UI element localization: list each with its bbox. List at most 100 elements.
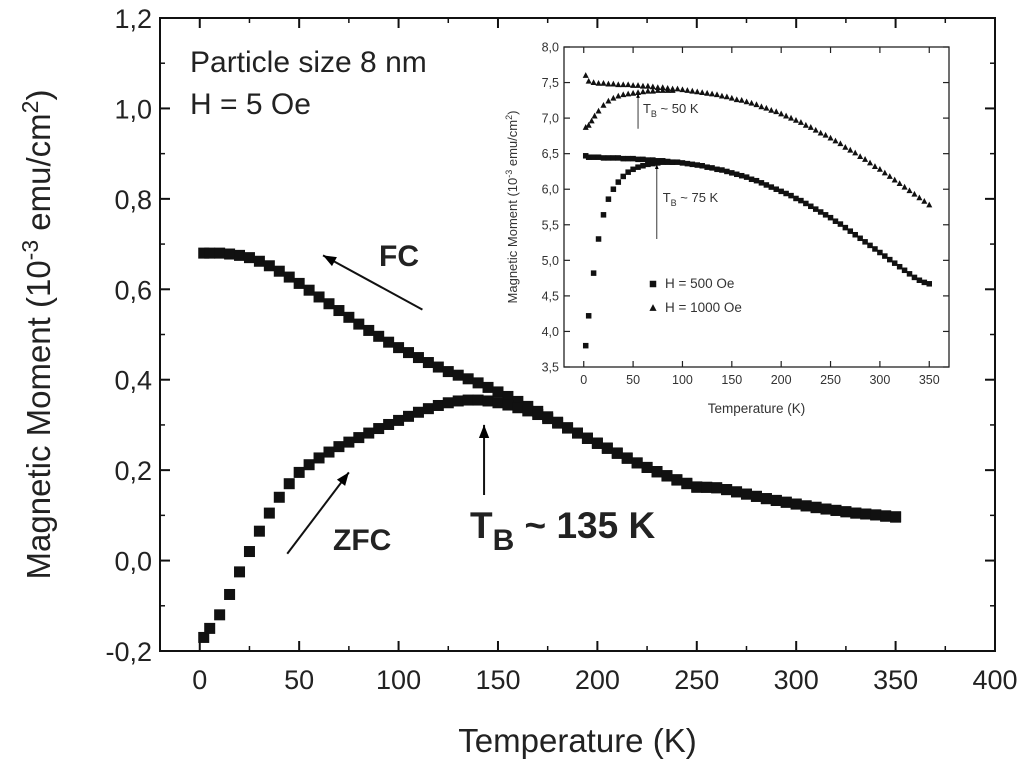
data-point-zfc <box>502 399 514 411</box>
data-point-zfc <box>830 504 842 516</box>
data-point-zfc <box>740 488 752 500</box>
inset-data-point <box>822 212 829 218</box>
data-point-fc <box>253 255 265 267</box>
data-point-zfc <box>562 422 574 434</box>
inset-data-point <box>827 214 834 221</box>
main-y-axis-label-text: Magnetic Moment (10 <box>20 260 57 579</box>
inset-data-point <box>610 155 617 161</box>
inset-data-point <box>654 84 661 91</box>
inset-data-point <box>630 89 637 96</box>
data-point-fc <box>343 311 355 323</box>
inset-data-point <box>916 194 923 201</box>
inset-data-point <box>709 165 715 171</box>
inset-data-point <box>797 119 804 125</box>
data-point-zfc <box>283 478 295 490</box>
data-point-zfc <box>591 437 603 449</box>
inset-data-point <box>650 160 656 167</box>
data-point-zfc <box>780 496 792 508</box>
inset-data-point <box>689 87 696 94</box>
data-point-fc <box>263 260 275 272</box>
data-point-zfc <box>472 394 484 406</box>
inset-data-point <box>906 271 913 277</box>
main-y-tick-label: 1,2 <box>114 4 152 34</box>
zfc-arrow <box>286 471 350 555</box>
info-line: H = 5 Oe <box>190 88 311 121</box>
data-point-zfc <box>731 486 743 498</box>
data-point-fc <box>393 342 405 354</box>
inset-data-point <box>704 164 710 170</box>
data-point-zfc <box>373 423 385 435</box>
main-plot: 0 50 100 150 200 250 300 350 400-0,20,00,20,40,6… <box>17 4 1018 759</box>
main-y-axis-label-text: emu/cm <box>20 113 57 240</box>
tb-75-arrow-head <box>654 164 659 169</box>
data-point-zfc <box>542 413 554 425</box>
inset-data-point <box>817 129 824 136</box>
data-point-zfc <box>770 494 782 506</box>
data-point-zfc <box>492 397 504 409</box>
inset-data-point <box>699 89 706 95</box>
inset-x-tick-label: 350 <box>919 373 940 387</box>
data-point-zfc <box>214 609 226 621</box>
inset-data-point <box>610 94 617 101</box>
inset-data-point <box>852 149 859 156</box>
inset-data-point <box>689 161 696 168</box>
tb-75-label-subscript: B <box>671 198 677 208</box>
inset-data-point <box>645 157 651 163</box>
inset-data-point <box>595 236 602 242</box>
data-point-zfc <box>303 459 315 471</box>
inset-y-tick-label: 7,0 <box>542 112 559 126</box>
inset-data-point <box>590 79 597 86</box>
info-line: Particle size 8 nm <box>190 46 427 79</box>
inset-data-point <box>827 134 834 141</box>
inset-data-point <box>620 155 626 162</box>
data-point-fc <box>323 298 335 310</box>
inset-data-point <box>817 209 824 215</box>
inset-data-point <box>734 171 740 178</box>
data-point-zfc <box>482 395 494 407</box>
data-point-zfc <box>800 500 812 512</box>
main-y-axis-label-superscript: 2 <box>17 101 43 114</box>
inset-series-h-1000-oe-zfc <box>582 87 676 130</box>
inset-data-point <box>649 83 656 90</box>
data-point-zfc <box>840 506 852 518</box>
data-point-zfc <box>313 452 325 464</box>
inset-data-point <box>837 140 844 147</box>
inset-data-point <box>847 228 854 234</box>
main-y-axis-label-superscript: -3 <box>17 240 43 260</box>
inset-data-point <box>640 156 646 163</box>
data-point-zfc <box>611 447 623 459</box>
inset-data-point <box>679 86 686 93</box>
data-point-fc <box>452 369 464 381</box>
inset-data-point <box>639 82 646 89</box>
main-x-tick-label: 350 <box>873 665 918 695</box>
inset-data-point <box>837 221 844 227</box>
inset-y-axis-label-text: emu/cm <box>505 120 520 170</box>
inset-data-point <box>916 277 923 283</box>
inset-data-point <box>876 166 883 172</box>
inset-data-point <box>679 160 686 166</box>
inset-data-point <box>896 263 903 270</box>
data-point-zfc <box>870 509 882 521</box>
main-x-tick-label: 200 <box>575 665 620 695</box>
inset-x-tick-label: 100 <box>672 373 693 387</box>
inset-data-point <box>758 180 765 186</box>
inset-data-point <box>644 82 651 89</box>
inset-y-axis-label: Magnetic Moment (10-3 emu/cm2) <box>504 111 520 304</box>
main-x-tick-label: 100 <box>376 665 421 695</box>
inset-y-tick-label: 4,5 <box>542 289 559 303</box>
inset-data-point <box>615 81 622 88</box>
inset-data-point <box>600 102 607 108</box>
data-point-zfc <box>681 478 693 490</box>
inset-data-point <box>684 87 691 93</box>
inset-x-tick-label: 50 <box>626 373 640 387</box>
data-point-zfc <box>442 397 454 409</box>
inset-y-axis-label-superscript: 2 <box>504 115 514 120</box>
inset-data-point <box>635 82 642 88</box>
inset-data-point <box>595 107 602 114</box>
inset-data-point <box>862 239 868 245</box>
data-point-fc <box>432 361 444 373</box>
inset-data-point <box>595 79 602 86</box>
inset-data-point <box>808 203 814 210</box>
inset-data-point <box>738 172 745 179</box>
